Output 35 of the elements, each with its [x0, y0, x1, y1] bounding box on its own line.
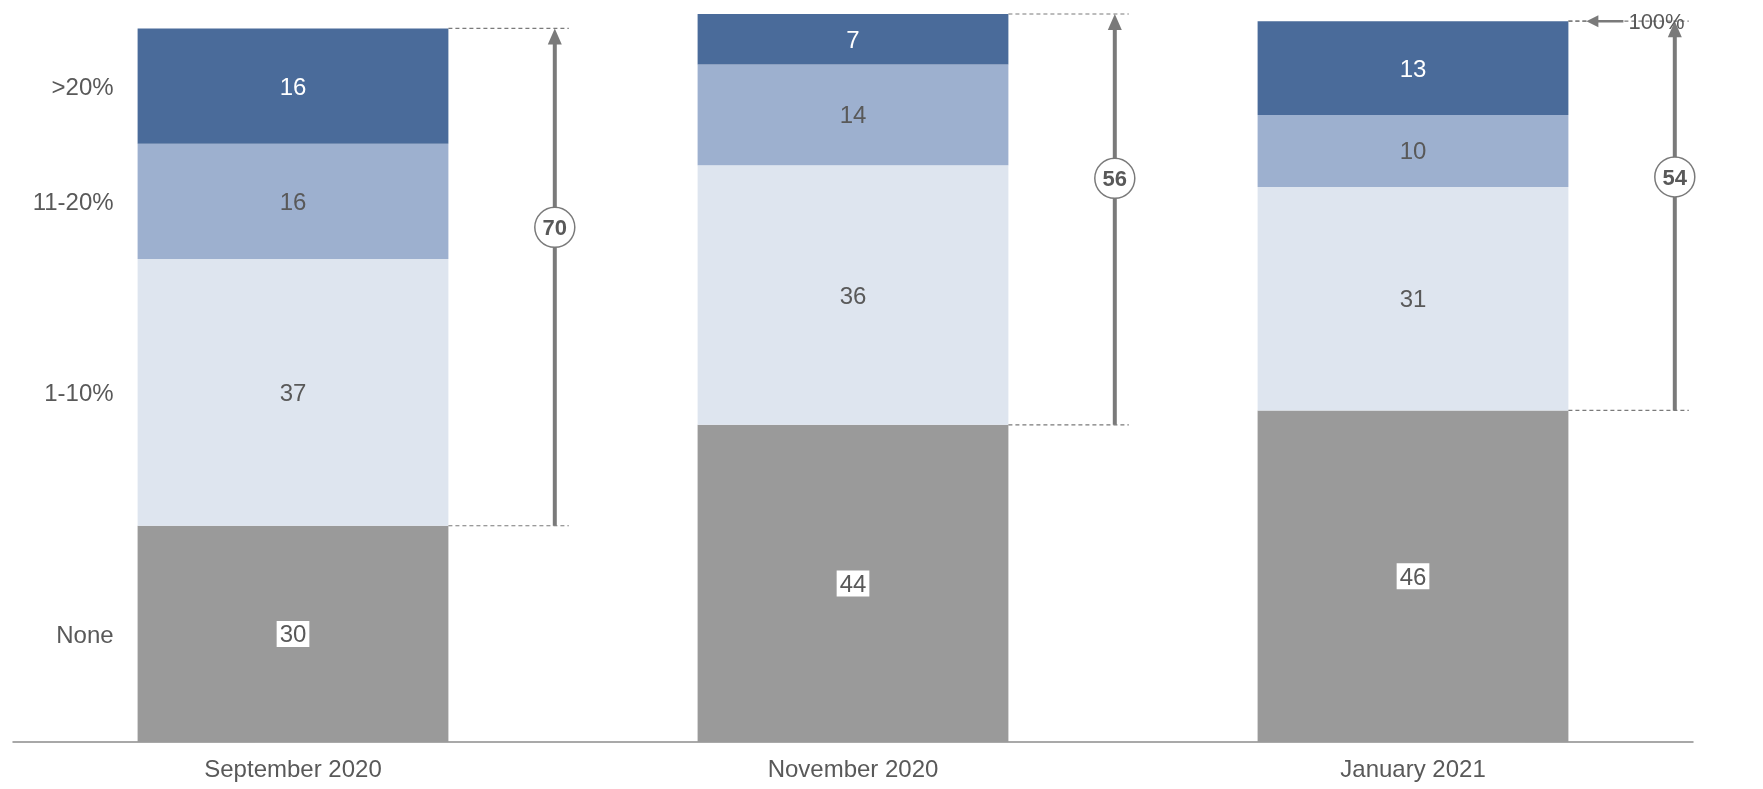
data-label: 13 — [1399, 54, 1427, 82]
x-tick-label: November 2020 — [767, 754, 939, 782]
bar — [137, 525, 449, 742]
data-label: 14 — [839, 101, 867, 129]
series-label: 1-10% — [44, 379, 114, 407]
bar — [1257, 114, 1569, 187]
data-label: 31 — [1399, 285, 1427, 313]
x-tick-label: September 2020 — [204, 754, 382, 782]
bar — [697, 14, 1009, 65]
bar — [137, 259, 449, 526]
bar — [697, 165, 1009, 425]
data-label: 46 — [1399, 562, 1427, 590]
bar — [697, 64, 1009, 166]
bar — [137, 143, 449, 260]
data-label: 7 — [846, 25, 860, 53]
x-tick-label: January 2021 — [1340, 754, 1486, 782]
annotation: 56 — [1102, 166, 1128, 192]
annotation: 70 — [542, 215, 568, 241]
bar — [137, 28, 449, 144]
data-label: 16 — [279, 72, 307, 100]
data-label: 37 — [279, 378, 307, 406]
data-label: 16 — [279, 187, 307, 215]
data-label: 10 — [1399, 137, 1427, 165]
bar — [1257, 186, 1569, 411]
series-label: >20% — [51, 73, 114, 101]
series-label: None — [56, 620, 114, 648]
bar — [1257, 21, 1569, 115]
bar — [1257, 410, 1569, 742]
annotation: 100% — [1628, 9, 1685, 35]
data-label: 44 — [839, 569, 867, 597]
data-label: 36 — [839, 281, 867, 309]
bar — [697, 424, 1009, 742]
data-label: 30 — [279, 620, 307, 648]
series-label: 11-20% — [32, 188, 114, 216]
annotation: 54 — [1662, 164, 1688, 190]
